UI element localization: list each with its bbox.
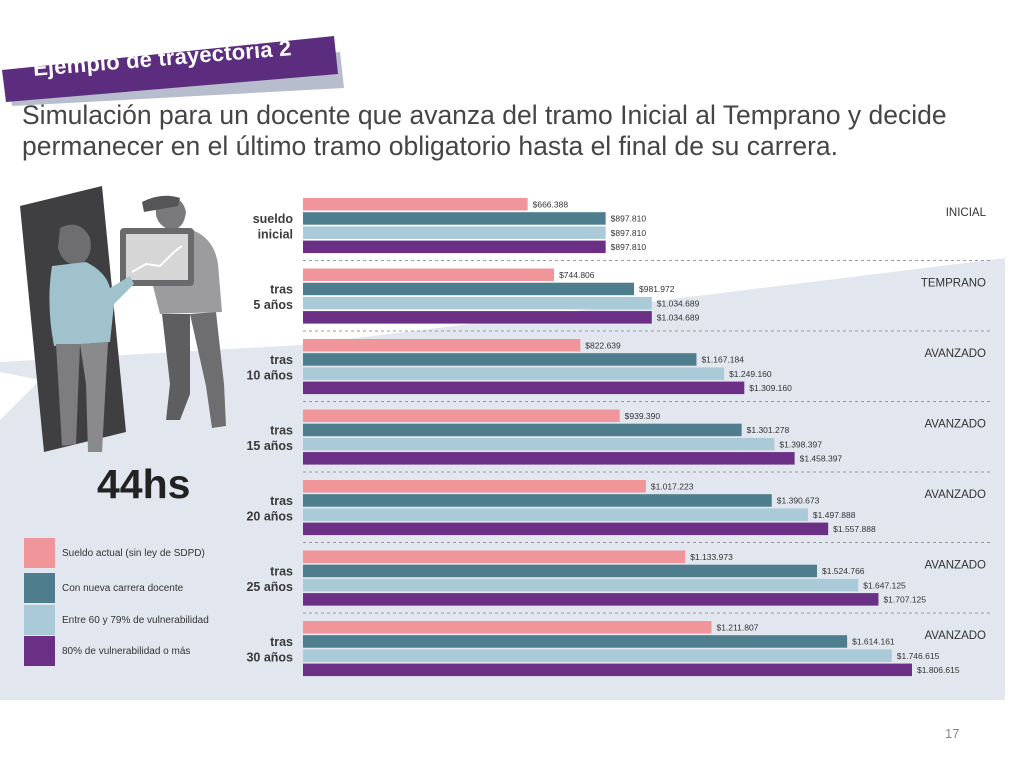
bar <box>303 452 795 465</box>
group-label: sueldo <box>253 212 294 226</box>
bar <box>303 437 775 451</box>
bar <box>303 311 652 324</box>
group-label: tras <box>270 424 293 438</box>
bar <box>303 423 742 437</box>
bar-value-label: $1.301.278 <box>747 425 790 435</box>
title-banner <box>2 36 344 106</box>
bar-value-label: $1.806.615 <box>917 665 960 675</box>
legend-swatch <box>24 573 55 603</box>
bar <box>303 409 620 422</box>
bar <box>303 621 712 634</box>
bar-value-label: $1.707.125 <box>883 595 926 605</box>
bar-value-label: $1.390.673 <box>777 496 820 506</box>
bar <box>303 649 892 662</box>
legend-swatch <box>24 636 55 666</box>
bar-value-label: $1.034.689 <box>657 298 700 308</box>
bar <box>303 522 829 536</box>
bar <box>303 593 879 606</box>
bar-value-label: $666.388 <box>533 200 569 210</box>
bar <box>303 480 646 493</box>
bar <box>303 564 817 578</box>
bar-value-label: $1.249.160 <box>729 369 772 379</box>
group-label: inicial <box>258 228 293 242</box>
bar-value-label: $897.810 <box>611 228 647 238</box>
bar <box>303 240 606 254</box>
bar <box>303 635 848 648</box>
legend-item: Con nueva carrera docente <box>24 573 254 603</box>
group-label: 10 años <box>246 369 293 383</box>
bar <box>303 226 606 239</box>
bar-value-label: $822.639 <box>585 341 621 351</box>
group-label: tras <box>270 565 293 579</box>
bar-value-label: $897.810 <box>611 242 647 252</box>
tramo-label: TEMPRANO <box>921 278 986 290</box>
legend-label: Entre 60 y 79% de vulnerabilidad <box>62 615 209 626</box>
page-subtitle: Simulación para un docente que avanza de… <box>22 100 947 161</box>
hours-label: 44hs <box>97 461 191 507</box>
group-label: 30 años <box>246 651 293 665</box>
bar-value-label: $939.390 <box>625 411 661 421</box>
bar <box>303 198 528 211</box>
bar <box>303 296 652 310</box>
page-number: 17 <box>945 726 960 741</box>
group-label: 5 años <box>253 298 293 312</box>
bar-value-label: $1.524.766 <box>822 566 865 576</box>
legend-label: 80% de vulnerabilidad o más <box>62 646 191 657</box>
legend-label: Sueldo actual (sin ley de SDPD) <box>62 548 205 559</box>
tramo-label: AVANZADO <box>924 630 986 642</box>
group-label: 20 años <box>246 510 293 524</box>
group-label: tras <box>270 494 293 508</box>
bar <box>303 367 725 380</box>
bar <box>303 381 745 395</box>
bar <box>303 353 697 366</box>
bar <box>303 494 772 507</box>
tramo-label: AVANZADO <box>924 489 986 501</box>
bar-value-label: $1.497.888 <box>813 510 856 520</box>
tramo-label: AVANZADO <box>924 419 986 431</box>
legend-swatch <box>24 538 55 568</box>
bar-value-label: $1.614.161 <box>852 637 895 647</box>
bar <box>303 268 555 281</box>
group-label: tras <box>270 283 293 297</box>
bar-value-label: $1.746.615 <box>897 651 940 661</box>
bar <box>303 282 635 296</box>
bar <box>303 339 581 352</box>
bar-value-label: $1.647.125 <box>863 580 906 590</box>
tramo-label: INICIAL <box>946 207 987 219</box>
legend-label: Con nueva carrera docente <box>62 583 184 594</box>
bar-value-label: $897.810 <box>611 214 647 224</box>
bar-value-label: $1.133.973 <box>690 552 733 562</box>
legend-item: Sueldo actual (sin ley de SDPD) <box>24 538 254 568</box>
two-people-with-tablet-illustration <box>20 186 226 452</box>
group-label: tras <box>270 635 293 649</box>
bar-value-label: $1.309.160 <box>749 383 792 393</box>
bar-value-label: $1.017.223 <box>651 482 694 492</box>
group-label: tras <box>270 353 293 367</box>
bar-value-label: $1.167.184 <box>701 355 744 365</box>
group-label: 15 años <box>246 439 293 453</box>
tramo-label: AVANZADO <box>924 348 986 360</box>
bar <box>303 578 859 592</box>
bar-value-label: $981.972 <box>639 284 675 294</box>
bar <box>303 508 808 521</box>
legend-item: 80% de vulnerabilidad o más <box>24 636 254 666</box>
legend-item: Entre 60 y 79% de vulnerabilidad <box>24 605 254 635</box>
tramo-label: AVANZADO <box>924 560 986 572</box>
group-label: 25 años <box>246 580 293 594</box>
legend-swatch <box>24 605 55 635</box>
bar <box>303 212 606 225</box>
bar-value-label: $1.211.807 <box>716 623 758 633</box>
bar-value-label: $744.806 <box>559 270 595 280</box>
bar <box>303 663 912 677</box>
bar-value-label: $1.034.689 <box>657 313 700 323</box>
bar-value-label: $1.398.397 <box>779 439 822 449</box>
bar-value-label: $1.557.888 <box>833 524 876 534</box>
bar <box>303 550 686 563</box>
bar-value-label: $1.458.397 <box>800 454 843 464</box>
